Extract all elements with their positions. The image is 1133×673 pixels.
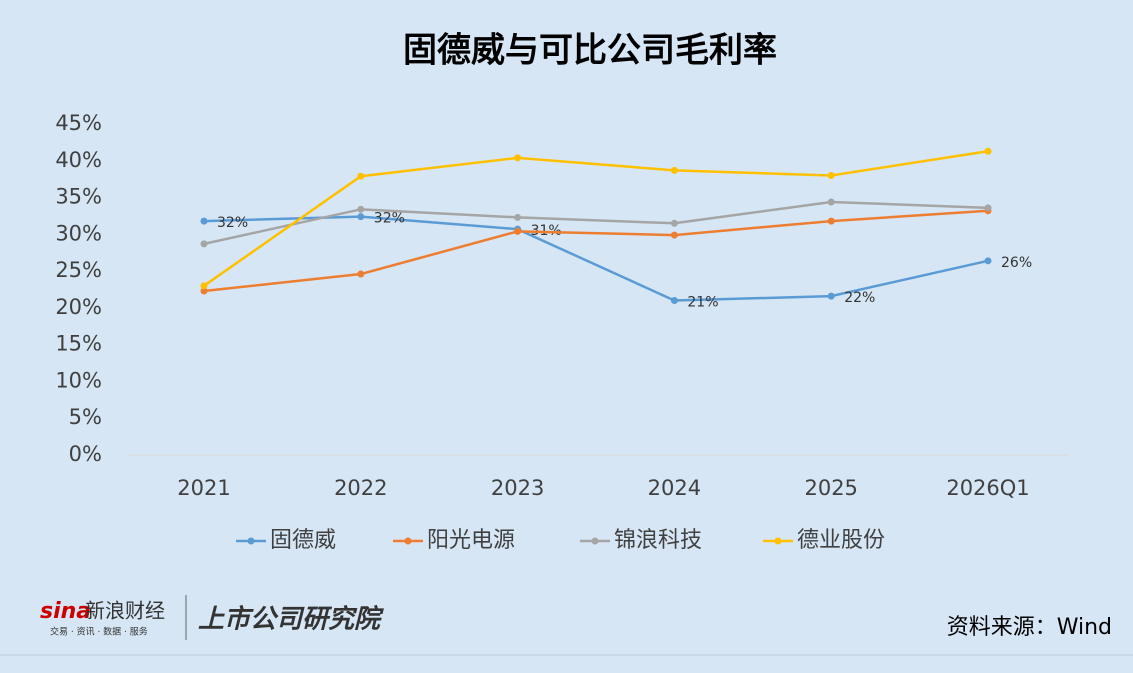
legend-marker xyxy=(774,537,782,545)
legend-label: 锦浪科技 xyxy=(614,528,702,553)
logo: 上市公司研究院 xyxy=(198,605,384,635)
data-point xyxy=(827,171,835,179)
data-point xyxy=(984,147,992,155)
logo: 新浪财经 xyxy=(85,599,165,623)
data-point xyxy=(357,205,365,213)
data-label: 22% xyxy=(844,290,875,306)
data-point xyxy=(514,227,522,235)
data-point xyxy=(827,292,835,300)
source: 资料来源：Wind xyxy=(947,615,1112,640)
series-line xyxy=(203,209,989,293)
data-point xyxy=(984,204,992,212)
data-point xyxy=(200,282,208,290)
legend-marker xyxy=(404,537,412,545)
x-tick-label: 2026Q1 xyxy=(946,476,1029,500)
chart-title: 固德威与可比公司毛利率 xyxy=(403,31,777,71)
legend-label: 阳光电源 xyxy=(427,528,515,553)
y-tick-label: 40% xyxy=(55,148,102,172)
legend-marker xyxy=(247,537,255,545)
data-point xyxy=(670,166,678,174)
x-tick-label: 2022 xyxy=(334,476,387,500)
y-tick-label: 5% xyxy=(69,405,102,429)
data-point xyxy=(984,257,992,265)
series-line xyxy=(203,215,989,302)
legend-marker xyxy=(591,537,599,545)
y-tick-label: 30% xyxy=(55,221,102,245)
x-tick-label: 2025 xyxy=(804,476,857,500)
x-tick-label: 2024 xyxy=(648,476,701,500)
series-line xyxy=(203,200,989,246)
y-tick-label: 35% xyxy=(55,185,102,209)
data-point xyxy=(670,219,678,227)
data-point xyxy=(357,213,365,221)
data-point xyxy=(357,270,365,278)
legend-label: 固德威 xyxy=(270,528,336,553)
data-point xyxy=(200,287,208,295)
logo: sina xyxy=(40,599,91,624)
series-line xyxy=(203,149,989,287)
data-point xyxy=(670,231,678,239)
data-label: 26% xyxy=(1001,255,1032,271)
x-tick-label: 2021 xyxy=(177,476,230,500)
logo: 交易 · 资讯 · 数据 · 服务 xyxy=(50,626,148,638)
y-tick-label: 10% xyxy=(55,368,102,392)
y-tick-label: 15% xyxy=(55,332,102,356)
data-point xyxy=(514,154,522,162)
data-point xyxy=(200,217,208,225)
data-point xyxy=(514,213,522,221)
y-tick-label: 25% xyxy=(55,258,102,282)
data-point xyxy=(200,240,208,248)
data-point xyxy=(827,217,835,225)
y-tick-label: 0% xyxy=(69,442,102,466)
legend-label: 德业股份 xyxy=(797,528,885,553)
x-tick-label: 2023 xyxy=(491,476,544,500)
data-label: 32% xyxy=(217,215,248,231)
y-tick-label: 20% xyxy=(55,295,102,319)
data-point xyxy=(357,172,365,180)
data-point xyxy=(670,297,678,305)
data-point xyxy=(827,198,835,206)
y-tick-label: 45% xyxy=(55,111,102,135)
data-label: 21% xyxy=(687,295,718,311)
data-label: 32% xyxy=(374,211,405,227)
